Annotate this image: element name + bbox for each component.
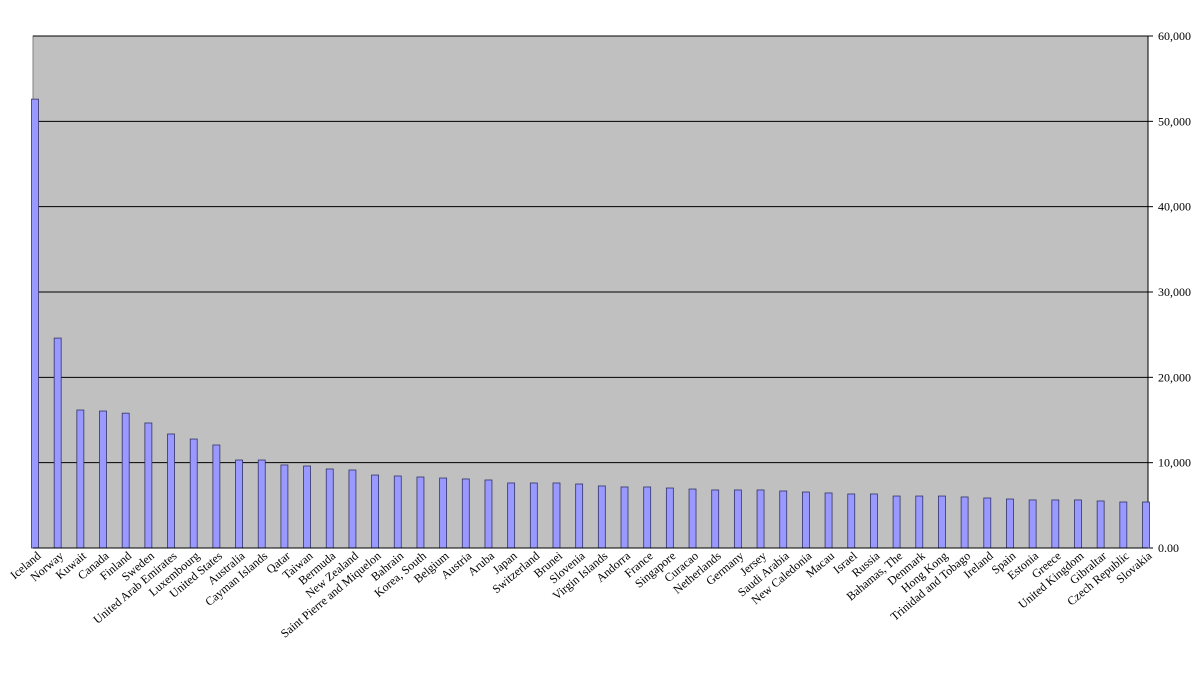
bar [280, 464, 289, 549]
y-tick-label: 0.00 [1158, 541, 1179, 555]
bar [1006, 498, 1014, 549]
bar [507, 482, 516, 549]
bar [235, 459, 243, 549]
bar [779, 490, 788, 549]
bar [983, 497, 992, 549]
bar [76, 409, 85, 549]
bar [960, 496, 969, 549]
bar [461, 478, 470, 549]
bar [1096, 500, 1105, 549]
bar [756, 489, 765, 549]
bar [393, 475, 402, 549]
bar [801, 491, 810, 549]
bar [348, 469, 357, 549]
y-tick-label: 20,000 [1158, 370, 1191, 384]
bar [711, 489, 720, 549]
bar [212, 444, 221, 549]
y-tick-label: 10,000 [1158, 456, 1191, 470]
bar [938, 495, 946, 549]
bar [167, 433, 175, 549]
y-tick-label: 60,000 [1158, 29, 1191, 43]
bar [1119, 501, 1128, 549]
bar [1051, 499, 1060, 549]
bar [870, 493, 878, 549]
bar [733, 489, 742, 549]
bar [1142, 501, 1150, 549]
bar [915, 495, 924, 549]
y-tick-label: 30,000 [1158, 285, 1191, 299]
bar [665, 487, 674, 549]
bar [31, 98, 39, 549]
bar [552, 482, 561, 549]
bar [1028, 499, 1037, 549]
bar [257, 459, 266, 549]
bar [439, 477, 448, 549]
bar [824, 492, 833, 549]
bar [303, 465, 311, 549]
bar [144, 422, 153, 549]
bar [575, 483, 584, 549]
bar [371, 474, 380, 549]
bar [620, 486, 629, 549]
y-tick-label: 50,000 [1158, 114, 1191, 128]
bar [189, 438, 198, 549]
bar [1074, 499, 1082, 549]
bar [529, 482, 538, 549]
bar [892, 495, 901, 549]
bar [484, 479, 493, 549]
bar [847, 493, 856, 549]
bar [643, 486, 652, 549]
bar [121, 412, 130, 549]
bar [99, 410, 107, 549]
bar [597, 485, 606, 549]
bar [416, 476, 425, 549]
bar [688, 488, 697, 549]
bar [325, 468, 334, 549]
bar [53, 337, 62, 549]
y-tick-label: 40,000 [1158, 200, 1191, 214]
